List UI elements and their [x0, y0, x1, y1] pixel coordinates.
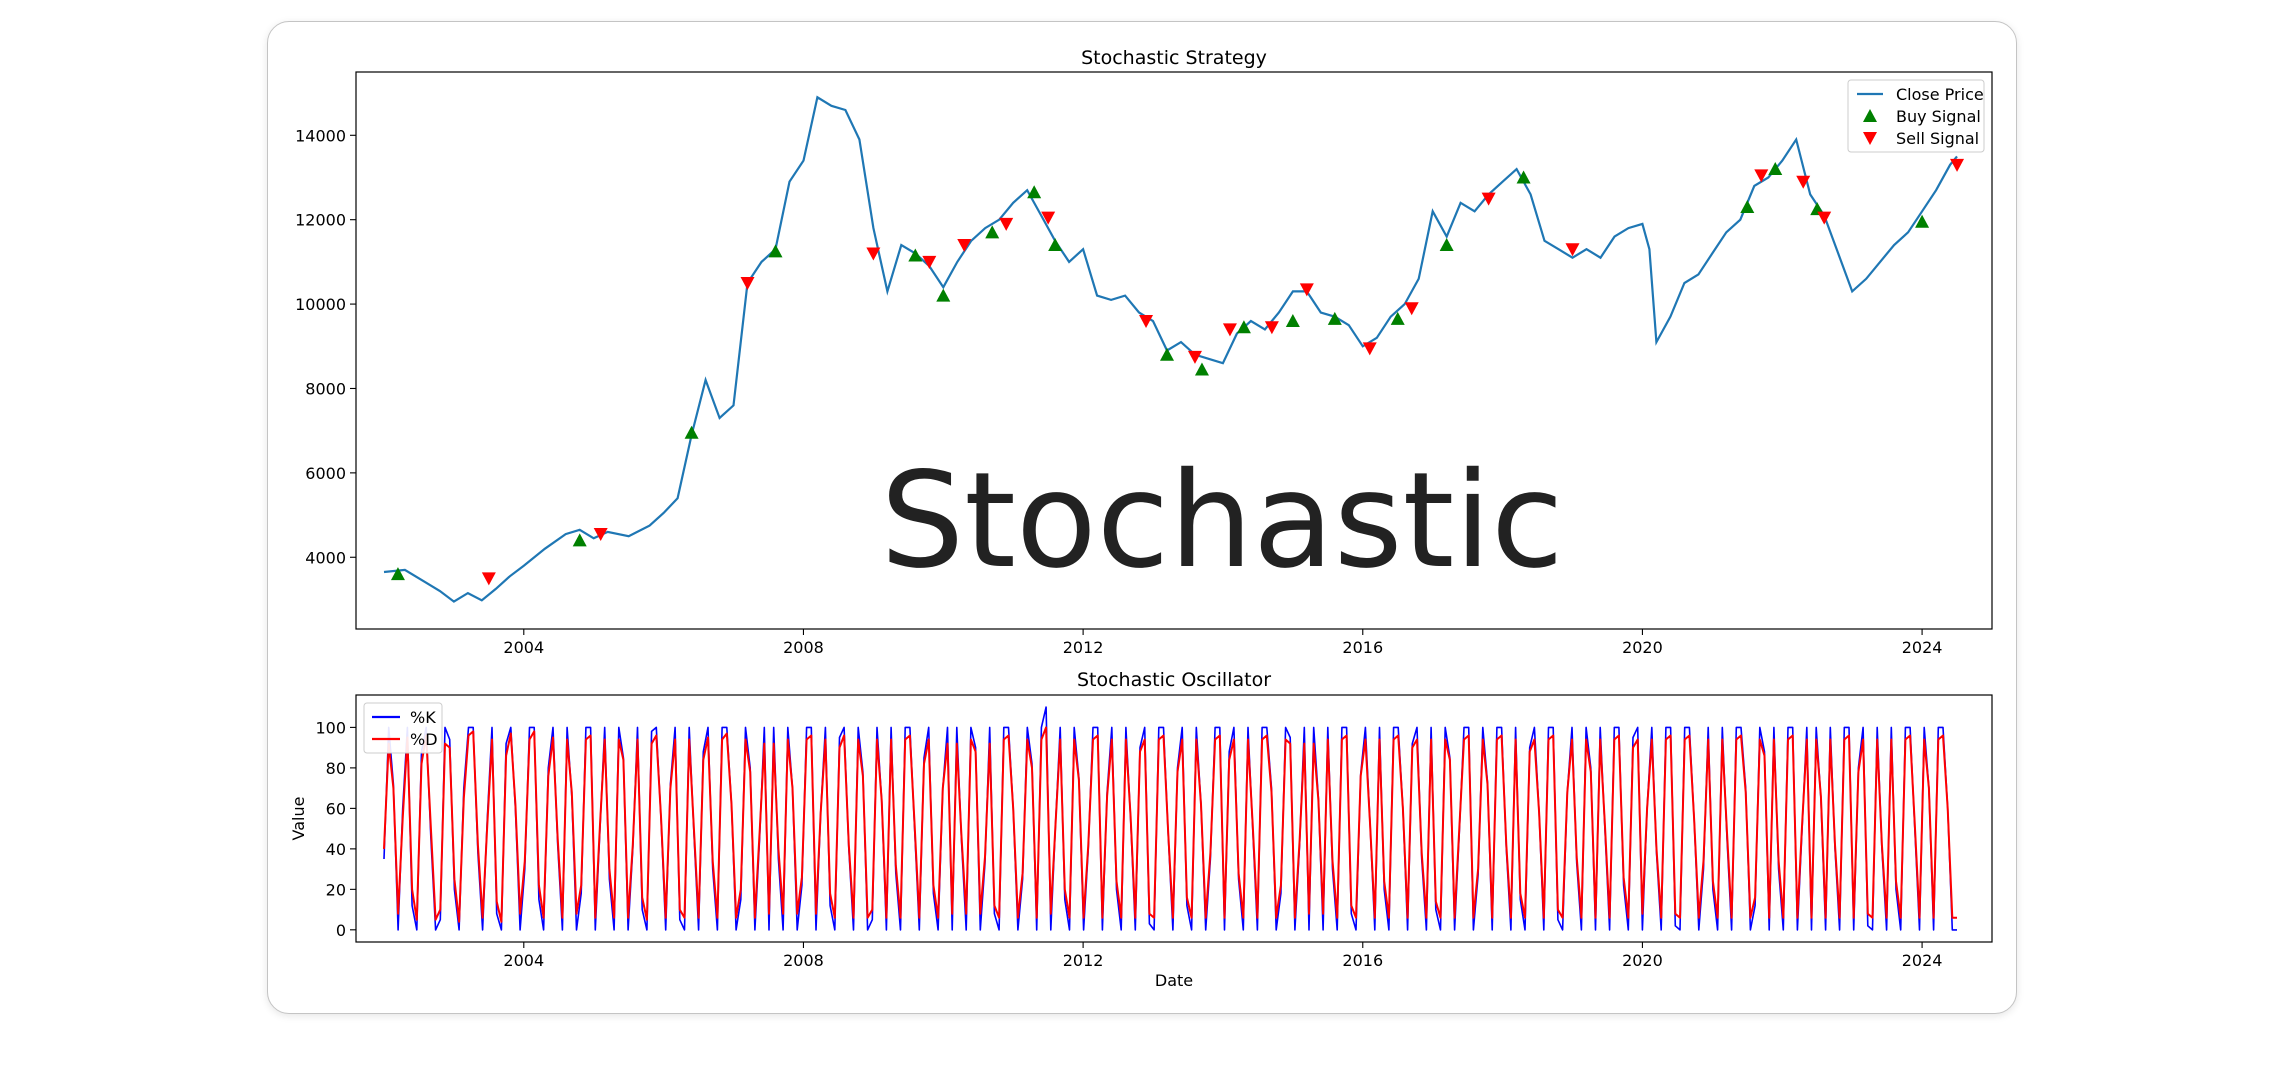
buy-signal-marker	[1194, 362, 1209, 376]
strategy-legend-label: Sell Signal	[1896, 129, 1979, 148]
oscillator-y-tick-label: 100	[315, 718, 346, 737]
figure-card: 2004 2008 2012 2016 2020 2024 4000 6000 8000 100…	[267, 21, 2017, 1014]
oscillator-x-tick-label: 2008	[783, 951, 824, 970]
strategy-chart-title: Stochastic Strategy	[1081, 47, 1267, 69]
strategy-legend-label: Buy Signal	[1896, 107, 1981, 126]
buy-signal-marker	[985, 225, 1000, 239]
sell-signal-marker	[1041, 211, 1056, 225]
legend-buy-swatch	[1863, 109, 1877, 122]
sell-signal-marker	[1187, 350, 1202, 364]
buy-signal-marker	[1768, 162, 1783, 176]
strategy-y-tick-label: 14000	[295, 126, 346, 145]
oscillator-y-tick-label: 0	[336, 921, 346, 940]
oscillator-y-tick-label: 80	[326, 759, 346, 778]
strategy-x-tick-label: 2012	[1063, 638, 1104, 657]
oscillator-x-ticks: 2004 2008 2012 2016 2020 2024	[503, 942, 1942, 970]
oscillator-y-axis-label: Value	[289, 797, 308, 841]
sell-signal-marker	[1796, 175, 1811, 189]
sell-signal-marker	[1817, 211, 1832, 225]
buy-signal-marker	[1439, 238, 1454, 252]
sell-signal-marker	[1299, 283, 1314, 297]
sell-signal-marker	[999, 217, 1014, 231]
oscillator-x-tick-label: 2020	[1622, 951, 1663, 970]
strategy-y-tick-label: 4000	[305, 548, 346, 567]
close-price-line	[383, 95, 1958, 603]
buy-signal-marker	[1740, 200, 1755, 214]
buy-signal-marker	[936, 288, 951, 302]
figure-canvas: 2004 2008 2012 2016 2020 2024 4000 6000 8000 100…	[289, 47, 1993, 990]
buy-signal-marker	[1915, 214, 1930, 228]
buy-signal-marker	[1236, 320, 1251, 334]
strategy-series	[383, 95, 1965, 603]
oscillator-legend: %K %D	[363, 702, 443, 754]
buy-signal-marker	[908, 248, 923, 262]
strategy-y-tick-label: 12000	[295, 211, 346, 230]
oscillator-legend-box	[363, 702, 443, 754]
sell-signal-marker	[1565, 243, 1580, 257]
buy-signal-marker	[768, 244, 783, 258]
buy-signal-marker	[1160, 347, 1175, 361]
sell-signal-marker	[1362, 342, 1377, 356]
buy-signal-marker	[1285, 313, 1300, 327]
strategy-x-tick-label: 2020	[1622, 638, 1663, 657]
strategy-chart: 2004 2008 2012 2016 2020 2024 4000 6000 8000 100…	[295, 47, 1993, 657]
oscillator-chart: 2004 2008 2012 2016 2020 2024 0 20 40 60 80 100 St…	[289, 669, 1993, 990]
buy-signal-marker	[572, 533, 587, 547]
sell-signal-marker	[1950, 158, 1965, 172]
oscillator-legend-label: %D	[410, 730, 438, 749]
oscillator-x-tick-label: 2016	[1342, 951, 1383, 970]
strategy-y-tick-label: 6000	[305, 464, 346, 483]
oscillator-y-tick-label: 60	[326, 799, 346, 818]
strategy-legend: Close Price Buy Signal Sell Signal	[1847, 79, 1985, 153]
sell-signal-marker	[922, 255, 937, 269]
strategy-x-ticks: 2004 2008 2012 2016 2020 2024	[503, 629, 1942, 657]
strategy-x-tick-label: 2016	[1342, 638, 1383, 657]
strategy-y-tick-label: 8000	[305, 379, 346, 398]
buy-signal-marker	[1327, 311, 1342, 325]
buy-signal-marker	[1390, 311, 1405, 325]
oscillator-x-tick-label: 2004	[503, 951, 544, 970]
legend-sell-swatch	[1863, 132, 1877, 145]
buy-signal-marker	[390, 567, 405, 581]
strategy-y-tick-label: 10000	[295, 295, 346, 314]
oscillator-x-axis-label: Date	[1155, 971, 1193, 990]
percent-d-line	[383, 726, 1957, 923]
buy-signal-marker	[1048, 238, 1063, 252]
strategy-x-tick-label: 2024	[1902, 638, 1943, 657]
oscillator-legend-label: %K	[410, 708, 436, 727]
sell-signal-marker	[866, 247, 881, 261]
oscillator-y-ticks: 0 20 40 60 80 100	[315, 718, 356, 940]
oscillator-x-tick-label: 2024	[1902, 951, 1943, 970]
strategy-legend-label: Close Price	[1896, 85, 1984, 104]
overlay-label: Stochastic	[880, 444, 1563, 598]
buy-signal-marker	[1027, 185, 1042, 199]
sell-signal-marker	[1264, 321, 1279, 335]
oscillator-chart-title: Stochastic Oscillator	[1077, 669, 1271, 691]
buy-signal-marker	[1516, 170, 1531, 184]
oscillator-x-tick-label: 2012	[1063, 951, 1104, 970]
sell-signal-marker	[1139, 314, 1154, 328]
sell-signal-marker	[593, 528, 608, 542]
sell-signal-marker	[957, 239, 972, 253]
oscillator-series	[383, 706, 1957, 931]
strategy-legend-box	[1847, 79, 1985, 153]
strategy-y-ticks: 4000 6000 8000 10000 12000 14000	[295, 126, 356, 567]
sell-signal-marker	[1754, 169, 1769, 183]
sell-signal-marker	[1481, 192, 1496, 206]
buy-signal-marker	[684, 425, 699, 439]
oscillator-y-tick-label: 40	[326, 840, 346, 859]
sell-signal-marker	[1222, 323, 1237, 337]
sell-signal-marker	[740, 276, 755, 290]
sell-signal-marker	[481, 572, 496, 586]
strategy-x-tick-label: 2008	[783, 638, 824, 657]
sell-signal-marker	[1404, 302, 1419, 316]
oscillator-y-tick-label: 20	[326, 880, 346, 899]
strategy-x-tick-label: 2004	[503, 638, 544, 657]
